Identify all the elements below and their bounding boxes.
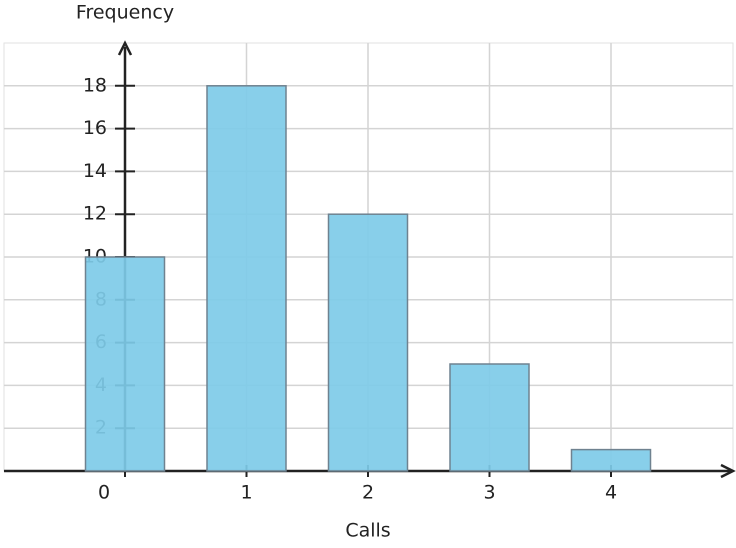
- x-tick-label: 4: [605, 482, 617, 504]
- y-tick-label: 18: [83, 74, 107, 96]
- bar: [327, 213, 409, 472]
- bar: [84, 256, 166, 472]
- x-tick-label: 0: [98, 482, 110, 504]
- y-axis-arrow: [117, 40, 133, 56]
- x-axis-label: Calls: [345, 520, 390, 542]
- y-tick-label: 16: [83, 117, 107, 139]
- bar: [449, 363, 530, 472]
- y-tick-label: 14: [83, 160, 107, 182]
- x-tick-label: 3: [483, 482, 495, 504]
- bar: [570, 448, 652, 472]
- x-tick-label: 1: [240, 482, 252, 504]
- y-tick-label: 12: [83, 203, 107, 225]
- bar: [206, 85, 287, 472]
- x-axis-arrow: [720, 463, 736, 479]
- y-axis-label: Frequency: [76, 2, 174, 24]
- x-tick-label: 2: [362, 482, 374, 504]
